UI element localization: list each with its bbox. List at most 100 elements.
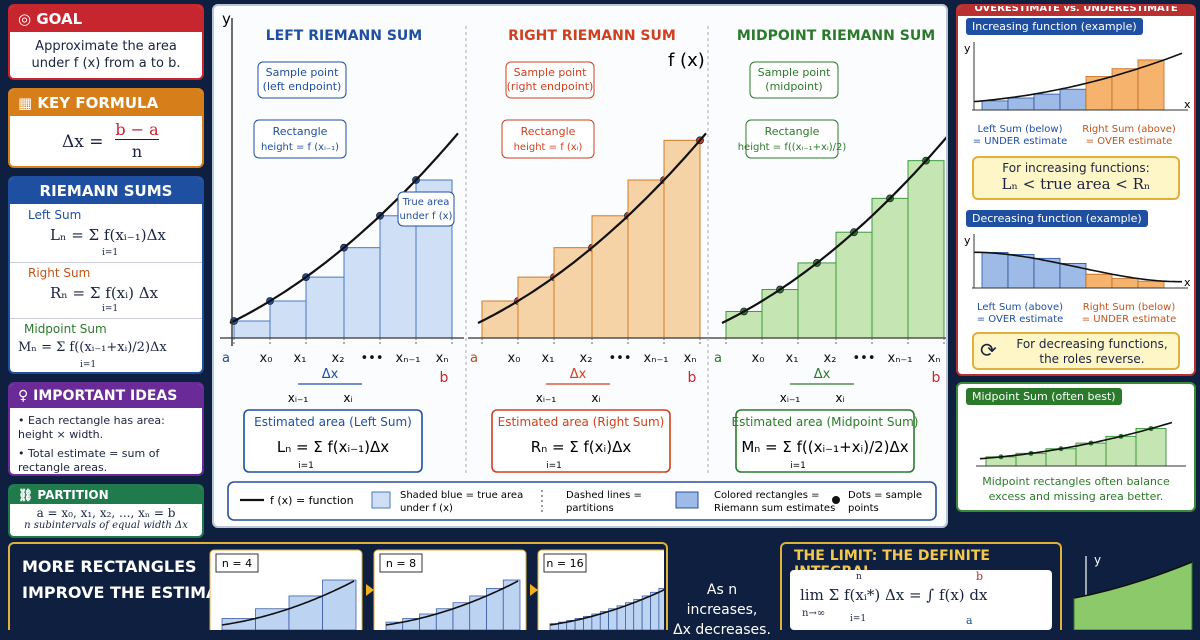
partition-title: PARTITION [37, 488, 109, 502]
right-tick-x2: x₂ [580, 351, 593, 366]
right-note-box [505, 61, 595, 99]
dec-svg-x-label: x [1184, 276, 1191, 289]
mid-tick-x2: x₂ [824, 351, 837, 366]
legend-dots-1: Dots = sample [848, 490, 922, 501]
dec-svg-curve [974, 251, 1182, 283]
more-rect [288, 595, 323, 630]
legend-box [227, 481, 937, 521]
midpoint-best-title: Midpoint Sum (often best) [966, 388, 1122, 405]
legend-shaded-2: under f (x) [400, 503, 453, 514]
more-curve [549, 589, 664, 626]
mid-est-box [735, 409, 915, 473]
more-rectangles-charts: n = 4 n = 8 n = 16 [209, 549, 664, 630]
dec-box-line-1: For decreasing functions, [1016, 337, 1168, 351]
left-tick-dots: ••• [360, 351, 383, 366]
lightbulb-icon: ♀ [18, 388, 29, 404]
left-tick-xn-1: xₙ₋₁ [396, 351, 421, 366]
more-rect [625, 602, 635, 630]
inc-svg-rect [1085, 76, 1113, 111]
dx-denominator: n [131, 142, 143, 161]
ideas-header: ♀ IMPORTANT IDEAS [10, 384, 202, 408]
mid-est-limits: i=1 [790, 461, 806, 471]
limit-panel: THE LIMIT: THE DEFINITE INTEGRAL n lim Σ… [780, 542, 1062, 630]
dec-svg-rect [981, 252, 1009, 289]
mid-est-title: Estimated area (Midpoint Sum) [731, 415, 918, 429]
n-label: n = 4 [222, 557, 252, 570]
idea-bullet-2: Total estimate = sum of rectangle areas. [18, 447, 160, 474]
mid-rect [725, 310, 763, 339]
legend-dots-2: points [848, 503, 879, 514]
more-curve [221, 580, 355, 626]
inc-svg-rect [1059, 88, 1087, 111]
mid-sum-label: Midpoint Sum [24, 322, 107, 336]
y-axis-label: y [222, 10, 231, 28]
right-xi-1: xᵢ₋₁ [536, 391, 557, 405]
partition-header: ⛓ PARTITION [10, 486, 202, 504]
as-n-line-1: As n increases, [686, 582, 758, 618]
mid-rect [907, 160, 945, 339]
mid-tick-a: a [714, 351, 722, 366]
left-est-title: Estimated area (Left Sum) [254, 415, 412, 429]
goal-title: GOAL [36, 10, 83, 28]
more-rect [616, 605, 626, 630]
key-formula-header: ▦ KEY FORMULA [10, 90, 202, 116]
partition-line-1: a = x₀, x₁, x₂, ..., xₙ = b [36, 506, 176, 520]
left-tick-x2: x₂ [332, 351, 345, 366]
right-rect-note-2: height = f (xᵢ) [514, 142, 583, 153]
inc-svg-rect [981, 100, 1009, 111]
mid-best-rect [1135, 428, 1167, 467]
right-rect [517, 276, 555, 339]
n-label: n = 8 [386, 557, 416, 570]
partition-line-2: n subintervals of equal width Δx [24, 520, 188, 531]
mid-rect-note-1: Rectangle [765, 125, 820, 138]
left-rect [305, 276, 345, 339]
right-note-1: Sample point [514, 66, 587, 79]
mid-dx: Δx [814, 367, 831, 382]
over-under-panel: OVERESTIMATE vs. UNDERESTIMATE Increasin… [956, 4, 1196, 376]
dec-svg-rect [1111, 278, 1139, 289]
mid-rect [871, 197, 909, 339]
decreasing-title: Decreasing function (example) [966, 210, 1148, 227]
legend-dashed-1: Dashed lines = [566, 490, 642, 501]
right-est-box [491, 409, 671, 473]
right-sum-limits: i=1 [102, 304, 119, 314]
cycle-icon: ⟳ [980, 338, 997, 362]
dx-numerator: b − a [115, 120, 159, 140]
more-rect [641, 595, 651, 630]
right-tick-dots: ••• [608, 351, 631, 366]
left-rect [379, 215, 417, 339]
left-xi: xᵢ [343, 391, 352, 405]
right-tick-a: a [470, 351, 478, 366]
limit-chart: y [1073, 553, 1193, 630]
left-est-limits: i=1 [298, 461, 314, 471]
left-tick-a: a [222, 351, 230, 366]
limit-area [1073, 561, 1193, 630]
fx-label: f (x) [668, 50, 705, 71]
midpoint-best-panel: Midpoint Sum (often best) Midpoint recta… [956, 382, 1196, 512]
left-rect-note-1: Rectangle [273, 125, 328, 138]
midpoint-note-1: Midpoint rectangles often balance [982, 475, 1170, 488]
mid-rect [835, 231, 873, 339]
inc-left-label-2: = UNDER estimate [972, 136, 1068, 147]
right-sum-label: Right Sum [28, 266, 91, 280]
inc-svg-rect [1007, 97, 1035, 111]
as-n-increases: As n increases, Δx decreases. [672, 580, 772, 640]
left-dx: Δx [322, 367, 339, 382]
left-tick-xn: xₙ [436, 351, 449, 366]
right-est-limits: i=1 [546, 461, 562, 471]
arrow-right-icon [366, 584, 374, 596]
legend-colored-1: Colored rectangles = [714, 490, 820, 501]
mid-xi-1: xᵢ₋₁ [780, 391, 801, 405]
right-sum-formula: Rₙ = Σ f(xᵢ) Δx [50, 284, 159, 302]
right-tick-x0: x₀ [508, 351, 521, 366]
legend-dot [832, 496, 840, 504]
left-rect-note-box [253, 119, 347, 159]
right-curve [477, 132, 707, 324]
inc-left-label-1: Left Sum (below) [977, 124, 1063, 135]
idea-bullet-1: Each rectangle has area: height × width. [18, 414, 165, 441]
right-est-formula: Rₙ = Σ f(xᵢ)Δx [531, 438, 632, 456]
mid-tick-dots: ••• [852, 351, 875, 366]
right-tick-xn: xₙ [684, 351, 697, 366]
calculator-icon: ▦ [18, 94, 33, 112]
